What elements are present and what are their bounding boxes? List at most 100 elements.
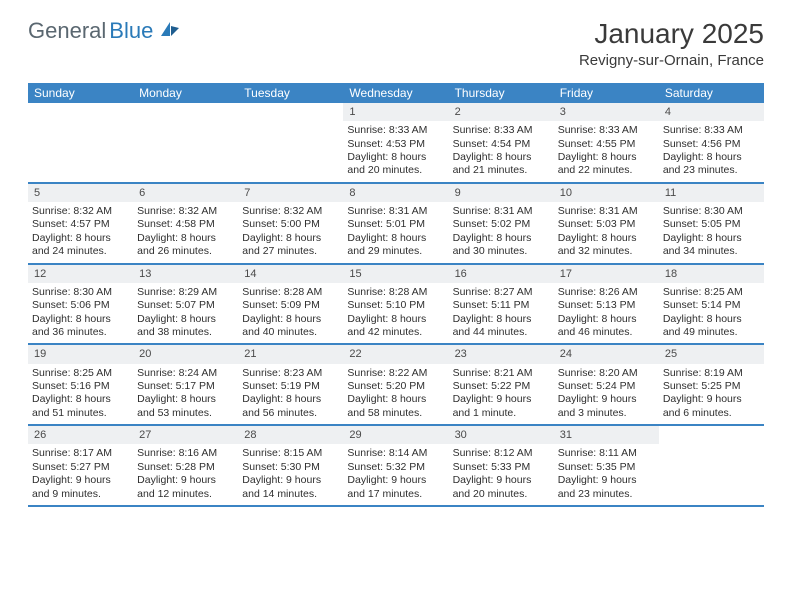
daylight-label: Daylight: 9 hours [137,474,234,487]
day-cell: 5Sunrise: 8:32 AMSunset: 4:57 PMDaylight… [28,184,133,263]
day-body: Sunrise: 8:14 AMSunset: 5:32 PMDaylight:… [343,444,448,505]
day-body: Sunrise: 8:33 AMSunset: 4:55 PMDaylight:… [554,121,659,182]
sunset-label: Sunset: 5:13 PM [558,299,655,312]
daylight-label: and 20 minutes. [453,488,550,501]
day-number: 18 [659,265,764,283]
sunset-label: Sunset: 5:02 PM [453,218,550,231]
sunrise-label: Sunrise: 8:16 AM [137,447,234,460]
day-body: Sunrise: 8:24 AMSunset: 5:17 PMDaylight:… [133,364,238,425]
daylight-label: and 42 minutes. [347,326,444,339]
week-row: 5Sunrise: 8:32 AMSunset: 4:57 PMDaylight… [28,184,764,265]
day-number: 20 [133,345,238,363]
daylight-label: Daylight: 8 hours [663,151,760,164]
day-body: Sunrise: 8:32 AMSunset: 4:57 PMDaylight:… [28,202,133,263]
daylight-label: and 24 minutes. [32,245,129,258]
day-body: Sunrise: 8:31 AMSunset: 5:02 PMDaylight:… [449,202,554,263]
day-number: 16 [449,265,554,283]
daylight-label: Daylight: 8 hours [242,393,339,406]
sunset-label: Sunset: 5:25 PM [663,380,760,393]
day-cell: 11Sunrise: 8:30 AMSunset: 5:05 PMDayligh… [659,184,764,263]
day-number: 12 [28,265,133,283]
daylight-label: Daylight: 8 hours [347,232,444,245]
sunrise-label: Sunrise: 8:33 AM [558,124,655,137]
sunset-label: Sunset: 5:09 PM [242,299,339,312]
day-cell: 24Sunrise: 8:20 AMSunset: 5:24 PMDayligh… [554,345,659,424]
logo: General Blue [28,18,181,44]
day-cell: 7Sunrise: 8:32 AMSunset: 5:00 PMDaylight… [238,184,343,263]
day-cell: 4Sunrise: 8:33 AMSunset: 4:56 PMDaylight… [659,103,764,182]
sunrise-label: Sunrise: 8:23 AM [242,367,339,380]
daylight-label: Daylight: 8 hours [347,151,444,164]
sunrise-label: Sunrise: 8:21 AM [453,367,550,380]
sunset-label: Sunset: 5:32 PM [347,461,444,474]
daylight-label: and 51 minutes. [32,407,129,420]
week-row: 26Sunrise: 8:17 AMSunset: 5:27 PMDayligh… [28,426,764,507]
day-number: 11 [659,184,764,202]
day-body: Sunrise: 8:23 AMSunset: 5:19 PMDaylight:… [238,364,343,425]
day-body: Sunrise: 8:28 AMSunset: 5:09 PMDaylight:… [238,283,343,344]
day-cell [238,103,343,182]
daylight-label: and 40 minutes. [242,326,339,339]
sunset-label: Sunset: 5:20 PM [347,380,444,393]
day-body: Sunrise: 8:26 AMSunset: 5:13 PMDaylight:… [554,283,659,344]
sunset-label: Sunset: 4:58 PM [137,218,234,231]
daylight-label: and 49 minutes. [663,326,760,339]
sunset-label: Sunset: 5:19 PM [242,380,339,393]
sunrise-label: Sunrise: 8:31 AM [453,205,550,218]
day-cell: 13Sunrise: 8:29 AMSunset: 5:07 PMDayligh… [133,265,238,344]
daylight-label: and 27 minutes. [242,245,339,258]
day-cell: 9Sunrise: 8:31 AMSunset: 5:02 PMDaylight… [449,184,554,263]
day-number: 19 [28,345,133,363]
daylight-label: Daylight: 8 hours [242,232,339,245]
day-body: Sunrise: 8:33 AMSunset: 4:54 PMDaylight:… [449,121,554,182]
day-body: Sunrise: 8:32 AMSunset: 5:00 PMDaylight:… [238,202,343,263]
day-number: 6 [133,184,238,202]
daylight-label: Daylight: 9 hours [663,393,760,406]
logo-text-blue: Blue [109,18,153,44]
day-cell: 30Sunrise: 8:12 AMSunset: 5:33 PMDayligh… [449,426,554,505]
daylight-label: and 29 minutes. [347,245,444,258]
day-cell: 28Sunrise: 8:15 AMSunset: 5:30 PMDayligh… [238,426,343,505]
day-body: Sunrise: 8:12 AMSunset: 5:33 PMDaylight:… [449,444,554,505]
day-body: Sunrise: 8:32 AMSunset: 4:58 PMDaylight:… [133,202,238,263]
dow-cell: Saturday [659,83,764,103]
day-cell: 27Sunrise: 8:16 AMSunset: 5:28 PMDayligh… [133,426,238,505]
day-number: 13 [133,265,238,283]
daylight-label: Daylight: 8 hours [347,393,444,406]
sunrise-label: Sunrise: 8:30 AM [32,286,129,299]
daylight-label: and 3 minutes. [558,407,655,420]
day-number: 25 [659,345,764,363]
sunrise-label: Sunrise: 8:15 AM [242,447,339,460]
day-cell: 23Sunrise: 8:21 AMSunset: 5:22 PMDayligh… [449,345,554,424]
day-body: Sunrise: 8:20 AMSunset: 5:24 PMDaylight:… [554,364,659,425]
sunset-label: Sunset: 5:11 PM [453,299,550,312]
day-cell: 14Sunrise: 8:28 AMSunset: 5:09 PMDayligh… [238,265,343,344]
daylight-label: Daylight: 8 hours [663,313,760,326]
sunrise-label: Sunrise: 8:31 AM [347,205,444,218]
sunset-label: Sunset: 4:54 PM [453,138,550,151]
sunrise-label: Sunrise: 8:22 AM [347,367,444,380]
day-body: Sunrise: 8:17 AMSunset: 5:27 PMDaylight:… [28,444,133,505]
day-number: 27 [133,426,238,444]
calendar: SundayMondayTuesdayWednesdayThursdayFrid… [28,83,764,507]
day-number: 4 [659,103,764,121]
sunrise-label: Sunrise: 8:27 AM [453,286,550,299]
sunset-label: Sunset: 4:56 PM [663,138,760,151]
daylight-label: and 44 minutes. [453,326,550,339]
daylight-label: and 9 minutes. [32,488,129,501]
daylight-label: and 36 minutes. [32,326,129,339]
day-number: 29 [343,426,448,444]
sunrise-label: Sunrise: 8:20 AM [558,367,655,380]
day-number: 8 [343,184,448,202]
day-number: 23 [449,345,554,363]
sunset-label: Sunset: 5:07 PM [137,299,234,312]
daylight-label: Daylight: 9 hours [558,474,655,487]
sunrise-label: Sunrise: 8:28 AM [242,286,339,299]
day-body: Sunrise: 8:21 AMSunset: 5:22 PMDaylight:… [449,364,554,425]
day-body: Sunrise: 8:29 AMSunset: 5:07 PMDaylight:… [133,283,238,344]
day-cell: 19Sunrise: 8:25 AMSunset: 5:16 PMDayligh… [28,345,133,424]
day-body: Sunrise: 8:28 AMSunset: 5:10 PMDaylight:… [343,283,448,344]
sunrise-label: Sunrise: 8:19 AM [663,367,760,380]
logo-text-general: General [28,18,106,44]
sunrise-label: Sunrise: 8:32 AM [242,205,339,218]
